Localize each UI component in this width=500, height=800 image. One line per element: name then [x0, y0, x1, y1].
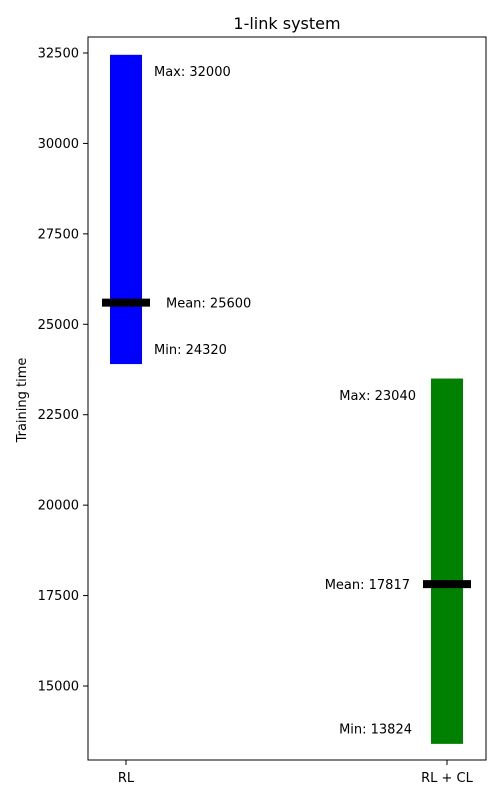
axes-frame: [87, 36, 487, 761]
range-bar: [110, 54, 142, 365]
y-tick-label: 27500: [38, 227, 79, 242]
max-annotation: Max: 23040: [339, 389, 416, 404]
max-annotation: Max: 32000: [154, 65, 231, 80]
plot-area: 15000 17500 20000 22500 25000 27500 30000 32500…: [38, 36, 487, 786]
x-tick-label: RL: [118, 771, 135, 786]
y-tick-label: 22500: [38, 408, 79, 423]
chart-title: 1-link system: [233, 14, 340, 33]
y-tick-label: 32500: [38, 47, 79, 62]
y-tick-label: 25000: [38, 318, 79, 333]
min-annotation: Min: 13824: [339, 723, 412, 738]
min-annotation: Min: 24320: [154, 343, 227, 358]
x-tick-label: RL + CL: [421, 771, 474, 786]
mean-annotation: Mean: 17817: [325, 578, 410, 593]
y-tick-label: 20000: [38, 499, 79, 514]
y-axis-label: Training time: [15, 358, 30, 444]
y-tick-label: 15000: [38, 680, 79, 695]
y-tick-label: 30000: [38, 137, 79, 152]
y-tick-label: 17500: [38, 589, 79, 604]
mean-annotation: Mean: 25600: [166, 297, 251, 312]
range-bar: [431, 378, 463, 744]
